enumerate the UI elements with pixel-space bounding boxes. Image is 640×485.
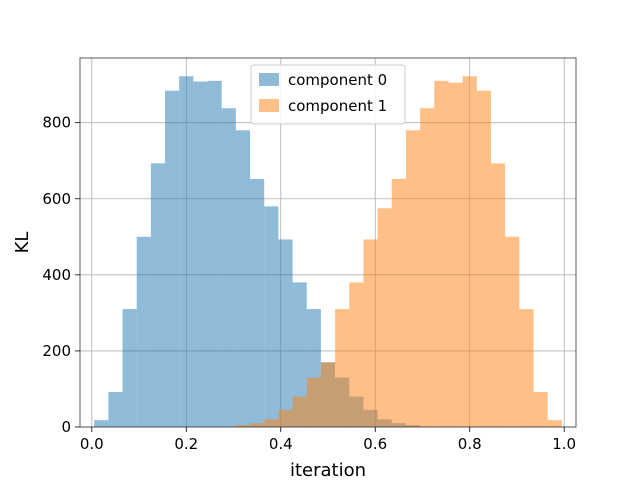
histogram-bar-series-1	[278, 409, 293, 427]
y-tick-label: 600	[42, 190, 71, 208]
histogram-bar-series-0	[165, 90, 180, 428]
histogram-bar-series-1	[235, 425, 251, 427]
legend-label-1: component 1	[288, 97, 387, 115]
histogram-bar-series-1	[377, 208, 392, 427]
histogram-bar-series-1	[349, 282, 364, 427]
histogram-bar-series-1	[519, 309, 534, 427]
histogram-bar-series-0	[94, 420, 109, 427]
legend-swatch-0	[259, 73, 279, 86]
histogram-bar-series-1	[434, 80, 449, 428]
histogram-bar-series-0	[193, 81, 208, 427]
histogram-bar-series-1	[264, 419, 279, 427]
histogram-bar-series-1	[363, 239, 378, 427]
histogram-bar-series-0	[150, 163, 166, 428]
y-axis-label: KL	[12, 232, 33, 254]
histogram-bar-series-0	[264, 206, 279, 427]
histogram-bar-series-0	[179, 76, 194, 427]
legend-label-0: component 0	[288, 71, 387, 89]
histogram-bar-series-1	[335, 309, 350, 427]
x-tick-label: 0.2	[174, 435, 198, 453]
bars-layer	[94, 76, 562, 428]
histogram-bar-series-1	[462, 76, 477, 427]
legend: component 0 component 1	[250, 64, 406, 125]
x-tick-label: 0.4	[269, 435, 293, 453]
histogram-bar-series-0	[108, 392, 123, 427]
y-tick-label: 400	[42, 266, 71, 284]
ticks-layer: 0.0 0.2 0.4 0.6 0.8 1.0 0 200 400 600 800	[42, 114, 576, 453]
histogram-bar-series-0	[250, 178, 265, 427]
histogram-bar-series-1	[420, 108, 435, 428]
histogram-bar-series-1	[320, 362, 336, 427]
histogram-bar-series-1	[505, 236, 520, 427]
x-tick-label: 1.0	[552, 435, 576, 453]
histogram-bar-series-0	[235, 130, 251, 427]
histogram-bar-series-1	[533, 392, 548, 427]
histogram-bar-series-1	[547, 420, 562, 427]
histogram-bar-series-1	[405, 130, 421, 427]
x-tick-label: 0.0	[80, 435, 104, 453]
x-tick-label: 0.6	[363, 435, 387, 453]
plot-frame	[79, 57, 577, 428]
histogram-bar-series-0	[292, 282, 307, 427]
x-axis-label: iteration	[290, 460, 366, 480]
histogram-bar-series-0	[221, 108, 236, 428]
histogram-bar-series-1	[476, 90, 491, 428]
histogram-bar-series-1	[292, 396, 307, 427]
y-tick-label: 0	[61, 418, 71, 436]
histogram-bar-series-0	[136, 236, 151, 427]
x-tick-label: 0.8	[458, 435, 482, 453]
histogram-bar-series-0	[122, 309, 137, 427]
histogram-bar-series-0	[278, 239, 293, 427]
legend-box	[250, 64, 406, 125]
histogram-bar-series-0	[207, 80, 222, 428]
histogram-bar-series-1	[490, 163, 506, 428]
histogram-bar-series-1	[306, 377, 321, 427]
histogram-bar-series-1	[250, 423, 265, 427]
y-tick-label: 200	[42, 342, 71, 360]
legend-swatch-1	[259, 99, 279, 112]
histogram-bar-series-1	[391, 178, 406, 427]
histogram-bar-series-1	[448, 82, 463, 427]
y-tick-label: 800	[42, 114, 71, 132]
